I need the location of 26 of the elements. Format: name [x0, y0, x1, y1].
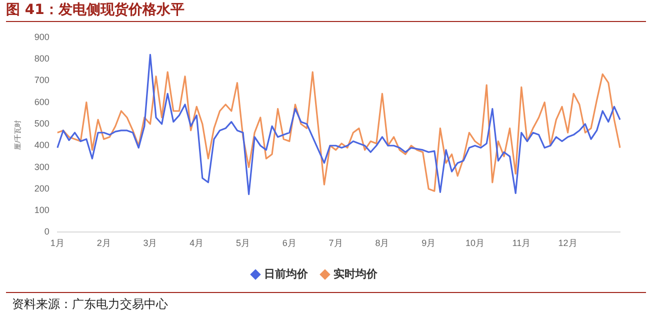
x-tick-label: 2月	[96, 238, 111, 248]
y-tick-label: 800	[34, 54, 50, 64]
x-tick-label: 8月	[375, 238, 390, 248]
chart-title: 图 41：发电侧现货价格水平	[6, 1, 184, 19]
y-tick-label: 400	[34, 140, 50, 150]
x-tick-label: 6月	[282, 238, 296, 248]
x-tick-label: 9月	[422, 238, 436, 248]
x-tick-label: 7月	[328, 238, 343, 248]
x-tick-label: 3月	[143, 238, 158, 248]
x-tick-label: 5月	[236, 238, 250, 248]
x-tick-label: 1月	[50, 238, 64, 248]
legend-label: 日前均价	[264, 268, 309, 281]
x-tick-label: 4月	[190, 238, 204, 248]
x-tick-label: 10月	[465, 238, 485, 248]
y-tick-label: 200	[34, 183, 50, 194]
y-tick-label: 500	[34, 118, 50, 128]
legend-label: 实时均价	[334, 268, 378, 281]
y-tick-label: 600	[34, 96, 50, 107]
x-tick-label: 12月	[558, 238, 578, 248]
text: 资料来源：广东电力交易中心	[12, 296, 168, 313]
x-tick-label: 11月	[512, 238, 531, 248]
y-tick-label: 900	[34, 32, 50, 42]
y-tick-label: 0	[44, 226, 50, 237]
y-tick-label: 700	[34, 75, 50, 86]
y-tick-label: 100	[34, 205, 50, 216]
y-tick-label: 300	[34, 162, 50, 172]
